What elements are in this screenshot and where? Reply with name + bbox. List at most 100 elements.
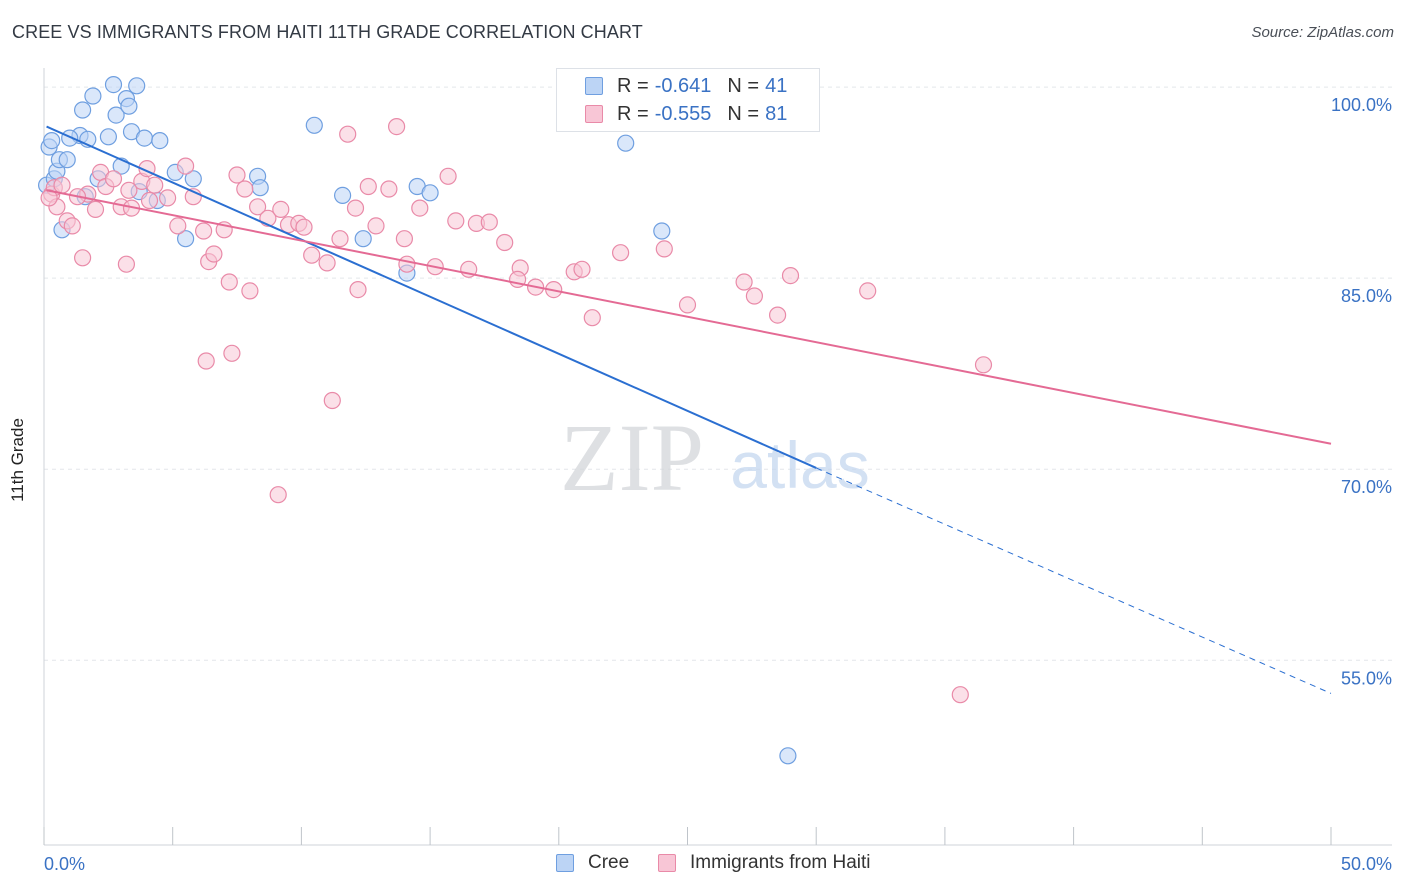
- trend-lines: [46, 125, 1332, 694]
- y-tick-labels: 100.0% 85.0% 70.0% 55.0%: [1331, 95, 1392, 688]
- watermark: ZIP atlas: [560, 404, 870, 511]
- cree-point: [43, 132, 61, 150]
- haiti-point: [583, 309, 601, 327]
- cree-trend-extension: [815, 467, 1332, 694]
- haiti-point: [228, 166, 246, 184]
- haiti-point: [439, 167, 457, 185]
- haiti-point: [223, 344, 241, 362]
- haiti-point: [318, 254, 336, 272]
- series-legend-label: Cree: [588, 852, 630, 873]
- haiti-point: [86, 200, 105, 218]
- haiti-point: [735, 273, 753, 291]
- legend-row-haiti: R = -0.555 N = 81: [585, 102, 787, 126]
- haiti-point: [678, 296, 697, 314]
- series-legend-haiti[interactable]: Immigrants from Haiti: [658, 852, 871, 874]
- haiti-point: [269, 486, 287, 504]
- chart-title: CREE VS IMMIGRANTS FROM HAITI 11TH GRADE…: [12, 22, 643, 42]
- haiti-trend-line: [46, 189, 1332, 445]
- series-swatch-haiti: [658, 854, 676, 872]
- haiti-point: [197, 352, 215, 370]
- haiti-point: [398, 255, 416, 273]
- haiti-point: [573, 260, 591, 278]
- haiti-point: [323, 391, 341, 410]
- haiti-point: [195, 222, 213, 240]
- haiti-point: [480, 213, 498, 231]
- y-tick-label: 70.0%: [1341, 477, 1392, 497]
- cree-point: [354, 230, 372, 248]
- haiti-point: [53, 176, 71, 194]
- haiti-point: [63, 217, 81, 235]
- haiti-point: [395, 230, 413, 248]
- cree-point: [653, 222, 671, 240]
- haiti-point: [496, 233, 514, 252]
- haiti-point: [73, 249, 92, 267]
- haiti-point: [611, 244, 630, 262]
- stats-legend: R = -0.641 N = 41 R = -0.555 N = 81: [556, 68, 820, 132]
- haiti-point: [951, 686, 969, 704]
- y-tick-label: 55.0%: [1341, 668, 1392, 688]
- legend-swatch-haiti: [585, 105, 603, 123]
- cree-point: [58, 151, 76, 169]
- series-legend: Cree Immigrants from Haiti: [0, 852, 1406, 878]
- haiti-point: [346, 199, 365, 217]
- haiti-point: [367, 217, 385, 235]
- haiti-point: [120, 181, 138, 199]
- haiti-point: [169, 217, 187, 235]
- cree-point: [421, 184, 439, 202]
- haiti-point: [974, 356, 993, 374]
- cree-point: [617, 134, 635, 152]
- haiti-point: [220, 273, 238, 291]
- cree-point: [73, 101, 92, 119]
- haiti-point: [781, 267, 800, 285]
- cree-point: [107, 106, 125, 124]
- y-tick-label: 85.0%: [1341, 286, 1392, 306]
- haiti-point: [295, 218, 313, 236]
- legend-n-value: 41: [765, 74, 788, 97]
- haiti-point: [146, 176, 164, 194]
- cree-point: [128, 77, 146, 95]
- x-ticks: [43, 827, 1332, 845]
- haiti-point: [380, 180, 398, 198]
- haiti-point: [859, 282, 877, 300]
- cree-point: [135, 129, 153, 147]
- haiti-point: [159, 189, 177, 207]
- haiti-point: [447, 212, 465, 230]
- legend-r-value: -0.641: [654, 74, 712, 97]
- series-legend-label: Immigrants from Haiti: [690, 852, 871, 873]
- cree-point: [61, 129, 79, 147]
- haiti-point: [331, 230, 349, 248]
- cree-point: [305, 116, 323, 134]
- legend-swatch-cree: [585, 77, 603, 95]
- haiti-point: [655, 240, 673, 258]
- cree-point: [184, 170, 202, 188]
- cree-point: [120, 97, 138, 115]
- cree-point: [779, 747, 797, 765]
- cree-point: [177, 230, 195, 248]
- cree-point: [99, 128, 118, 146]
- haiti-point: [236, 180, 254, 198]
- haiti-point: [303, 246, 321, 264]
- legend-n-label: N =: [727, 102, 760, 125]
- cree-point: [151, 132, 169, 150]
- legend-r-value: -0.555: [654, 102, 712, 125]
- x-tick-labels: 0.0% 50.0%: [44, 854, 1392, 874]
- haiti-point: [117, 255, 136, 273]
- legend-n-label: N =: [727, 74, 760, 97]
- haiti-point: [177, 157, 195, 175]
- cree-point: [334, 186, 352, 204]
- legend-r-label: R =: [617, 74, 649, 97]
- y-tick-label: 100.0%: [1331, 95, 1392, 115]
- haiti-point: [411, 199, 429, 217]
- series-swatch-cree: [556, 854, 574, 872]
- haiti-point: [745, 287, 764, 305]
- haiti-point: [104, 170, 123, 188]
- data-points: [37, 75, 993, 765]
- haiti-point: [241, 282, 259, 300]
- haiti-point: [249, 198, 267, 216]
- series-legend-cree[interactable]: Cree: [556, 852, 629, 874]
- legend-r-label: R =: [617, 102, 649, 125]
- haiti-point: [272, 200, 290, 218]
- haiti-point: [388, 117, 406, 136]
- haiti-point: [349, 281, 367, 299]
